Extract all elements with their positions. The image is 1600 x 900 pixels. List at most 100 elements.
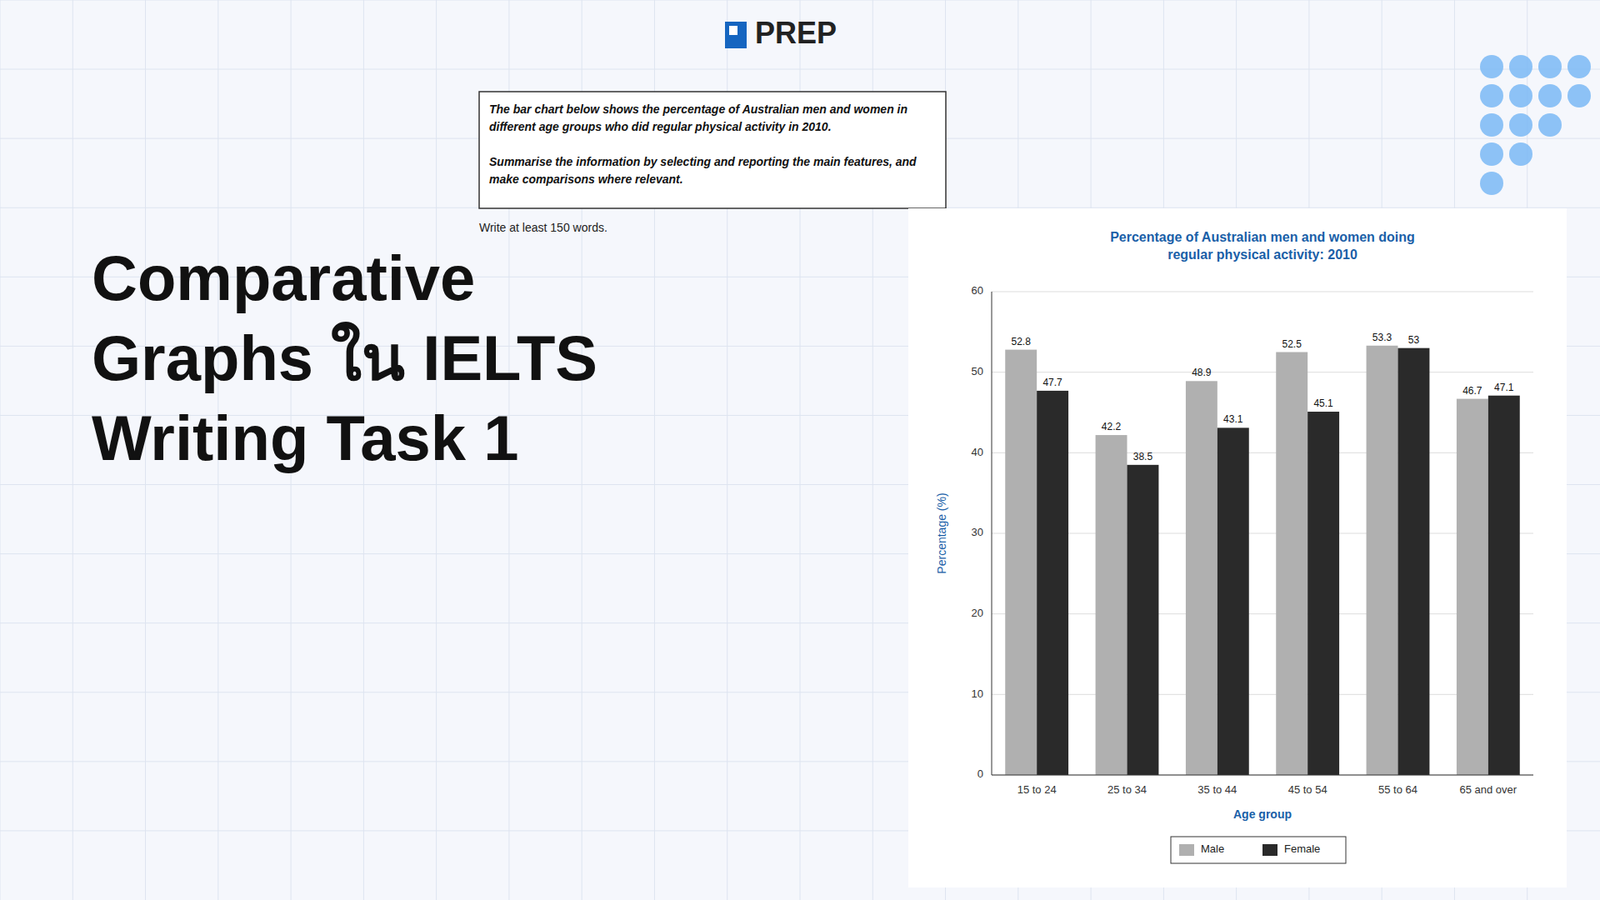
text-line: regular physical activity: 2010: [1167, 247, 1358, 262]
text-line: make comparisons where relevant.: [489, 172, 684, 186]
decoration-dot: [1538, 113, 1562, 137]
logo-icon: [725, 21, 747, 49]
text-line: Writing Task 1: [91, 402, 519, 474]
logo: PREP: [725, 15, 837, 50]
page-grid-line: [72, 0, 74, 900]
decoration-dot: [1567, 84, 1591, 108]
decoration-dot: [1509, 113, 1533, 137]
decoration-dot: [1538, 84, 1562, 108]
logo-text: PREP: [755, 15, 837, 50]
chart: Percentage of Australian men and women d…: [908, 208, 1567, 888]
text-line: [489, 137, 493, 151]
page: PREP ComparativeGraphs ใน IELTS Writing Ta…: [0, 0, 1600, 900]
bar: [1036, 390, 1069, 775]
grid-line: [991, 371, 1534, 373]
text-line: Percentage of Australian men and women d…: [1110, 230, 1415, 245]
task-note: Write at least 150 words.: [479, 220, 608, 235]
y-tick-label: 30: [971, 525, 984, 539]
bar: [1127, 465, 1160, 775]
bar: [1307, 411, 1340, 775]
heading: ComparativeGraphs ใน IELTS Writing Task 1: [91, 242, 598, 474]
x-axis-label: Age group: [1233, 807, 1292, 821]
grid-line: [991, 775, 1534, 776]
page-grid-line: [0, 69, 1600, 70]
legend-entry: Female: [1284, 842, 1320, 855]
data-label: 53: [1408, 334, 1420, 346]
data-label: 42.2: [1101, 420, 1122, 433]
bar: [1456, 399, 1489, 775]
x-tick-label: 55 to 64: [1378, 783, 1418, 796]
legend-swatch: [1262, 844, 1278, 856]
decoration-dot: [1480, 84, 1504, 108]
bars: [1005, 345, 1520, 775]
grid-line: [991, 291, 1534, 293]
legend-swatch: [1179, 844, 1195, 856]
x-tick-label: 15 to 24: [1017, 783, 1057, 796]
data-labels: 52.8 42.2 48.9 52.5 53.3 46.7 47.7 38.5 43.1 45.1…: [1011, 331, 1515, 463]
grid-line: [991, 452, 1534, 454]
text-line: Summarise the information by selecting a…: [489, 155, 917, 169]
y-tick-label: 20: [971, 606, 984, 620]
text-line: Comparative: [91, 242, 475, 314]
grid-line: [991, 694, 1534, 695]
x-axis-line: [991, 775, 1534, 776]
grid-line: [991, 533, 1534, 535]
y-axis-line: [991, 291, 993, 775]
page-grid: [0, 0, 1600, 900]
y-axis-label: Percentage (%): [935, 492, 949, 574]
legend-frame: [1170, 836, 1346, 864]
bar: [1366, 345, 1399, 775]
bar: [1275, 352, 1308, 776]
data-label: 52.8: [1011, 335, 1032, 348]
task-box: [479, 91, 946, 209]
decoration-dot: [1538, 55, 1562, 79]
x-tick-label: 35 to 44: [1197, 783, 1237, 796]
data-label: 52.5: [1282, 338, 1303, 350]
legend-entry: Male: [1200, 842, 1225, 855]
text-line: Graphs ใน IELTS: [91, 321, 598, 394]
decoration-dot: [1480, 171, 1504, 195]
bar: [1217, 427, 1250, 775]
decoration-dot: [1480, 55, 1504, 79]
decoration-dots: [1480, 55, 1591, 195]
data-label: 46.7: [1462, 385, 1483, 397]
chart-title: Percentage of Australian men and women d…: [1110, 230, 1415, 262]
x-tick-label: 45 to 54: [1288, 783, 1328, 796]
data-label: 45.1: [1313, 397, 1334, 410]
logo-icon-cutout: [729, 25, 738, 35]
task-text: The bar chart below shows the percentage…: [489, 102, 917, 186]
decoration-dot: [1509, 55, 1533, 79]
bar: [1005, 350, 1037, 775]
text-line: different age groups who did regular phy…: [489, 120, 832, 134]
page-grid-line: [0, 0, 1600, 1]
y-grid: [991, 291, 1534, 775]
page-background: [0, 0, 1600, 900]
legend: Male Female: [1170, 836, 1346, 864]
text-line: The bar chart below shows the percentage…: [489, 102, 908, 116]
data-label: 47.1: [1494, 381, 1515, 394]
decoration-dot: [1509, 84, 1533, 108]
page-grid-line: [0, 0, 1, 900]
y-tick-label: 50: [971, 365, 984, 378]
decoration-dot: [1567, 55, 1591, 79]
bar: [1398, 348, 1430, 775]
bar: [1185, 380, 1218, 775]
decoration-dot: [1480, 113, 1504, 137]
bar: [1488, 395, 1520, 775]
data-label: 48.9: [1191, 366, 1212, 379]
y-tick-label: 10: [971, 687, 984, 700]
data-label: 43.1: [1223, 413, 1244, 425]
data-label: 38.5: [1133, 450, 1154, 463]
x-tick-label: 25 to 34: [1107, 783, 1147, 796]
decoration-dot: [1480, 142, 1504, 166]
grid-line: [991, 613, 1534, 615]
y-tick-label: 60: [971, 284, 984, 297]
data-label: 53.3: [1372, 331, 1393, 344]
decoration-dot: [1509, 142, 1533, 166]
bar: [1095, 435, 1128, 775]
y-tick-label: 40: [971, 445, 984, 459]
x-tick-label: 65 and over: [1459, 783, 1517, 796]
chart-background: [908, 208, 1567, 888]
data-label: 47.7: [1042, 376, 1063, 389]
y-tick-label: 0: [977, 767, 984, 780]
